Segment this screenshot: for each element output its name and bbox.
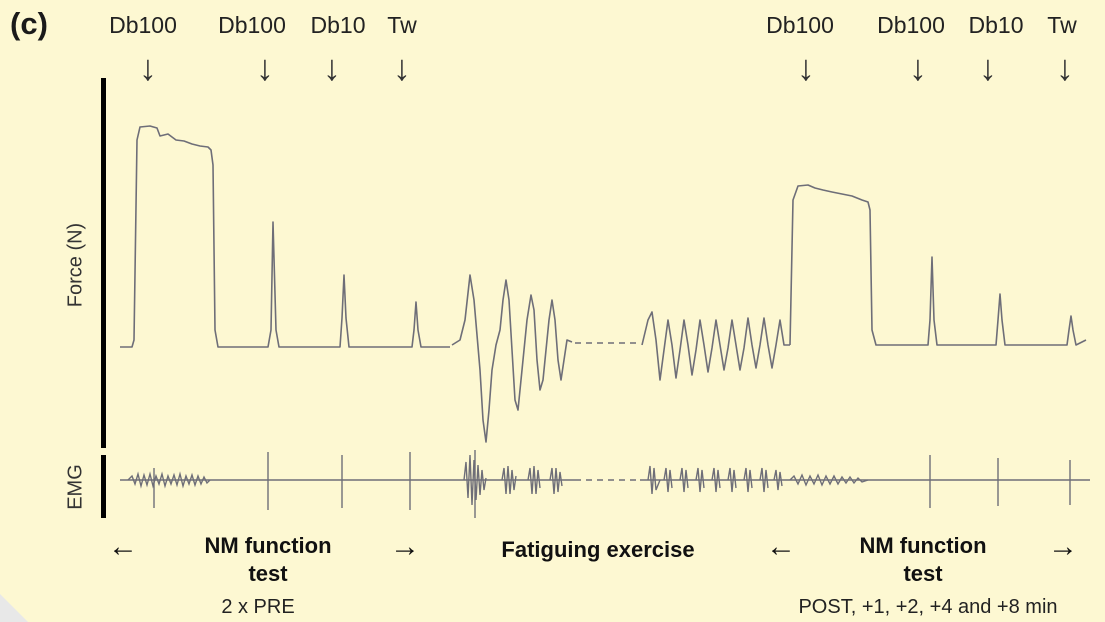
emg-bursts-ex-2nd — [647, 465, 783, 495]
arrow-down-icon: ↓ — [393, 47, 411, 88]
arrow-down-icon: ↓ — [1056, 47, 1074, 88]
arrow-right-icon: → — [1048, 530, 1078, 563]
phase-label-post-line2: test — [903, 561, 943, 586]
emg-burst-ex-4 — [549, 467, 563, 495]
emg-burst-ex-3 — [527, 465, 541, 495]
arrow-down-icon: ↓ — [979, 47, 997, 88]
arrow-down-icon: ↓ — [323, 47, 341, 88]
phase-subtitle-pre: 2 x PRE — [221, 596, 295, 618]
arrow-down-icon: ↓ — [909, 47, 927, 88]
phase-subtitle-post: POST, +1, +2, +4 and +8 min — [798, 596, 1058, 618]
force-axis-bar — [101, 78, 106, 448]
phase-label-exercise: Fatiguing exercise — [501, 537, 695, 562]
stim-label-pre-db100-1: Db100 — [109, 12, 177, 38]
emg-burst-pre-mvc — [127, 471, 211, 489]
force-trace-exercise-1 — [451, 274, 573, 443]
emg-burst-ex-2 — [501, 465, 517, 495]
arrow-left-icon: ← — [766, 530, 796, 563]
arrow-down-icon: ↓ — [139, 47, 157, 88]
stim-label-pre-db10: Db10 — [310, 12, 366, 38]
force-trace-post — [789, 184, 1087, 346]
stim-label-post-db100-2: Db100 — [877, 12, 945, 38]
arrow-down-icon: ↓ — [256, 47, 274, 88]
stim-label-post-db100-1: Db100 — [766, 12, 834, 38]
phase-label-post-line1: NM function — [859, 533, 987, 558]
arrow-down-icon: ↓ — [797, 47, 815, 88]
stim-label-pre-db100-2: Db100 — [218, 12, 286, 38]
phase-label-pre-line2: test — [248, 561, 288, 586]
stim-label-pre-tw: Tw — [387, 12, 417, 38]
emg-axis-bar — [101, 455, 106, 518]
emg-burst-post-mvc — [789, 473, 869, 487]
force-trace-pre — [120, 125, 450, 348]
panel-label: (c) — [10, 6, 48, 41]
force-trace-exercise-2 — [641, 311, 790, 381]
arrow-left-icon: ← — [108, 530, 138, 563]
page-corner — [0, 594, 28, 622]
arrow-right-icon: → — [390, 530, 420, 563]
phase-label-pre-line1: NM function — [204, 533, 332, 558]
stim-label-post-tw: Tw — [1047, 12, 1077, 38]
stim-label-post-db10: Db10 — [968, 12, 1024, 38]
